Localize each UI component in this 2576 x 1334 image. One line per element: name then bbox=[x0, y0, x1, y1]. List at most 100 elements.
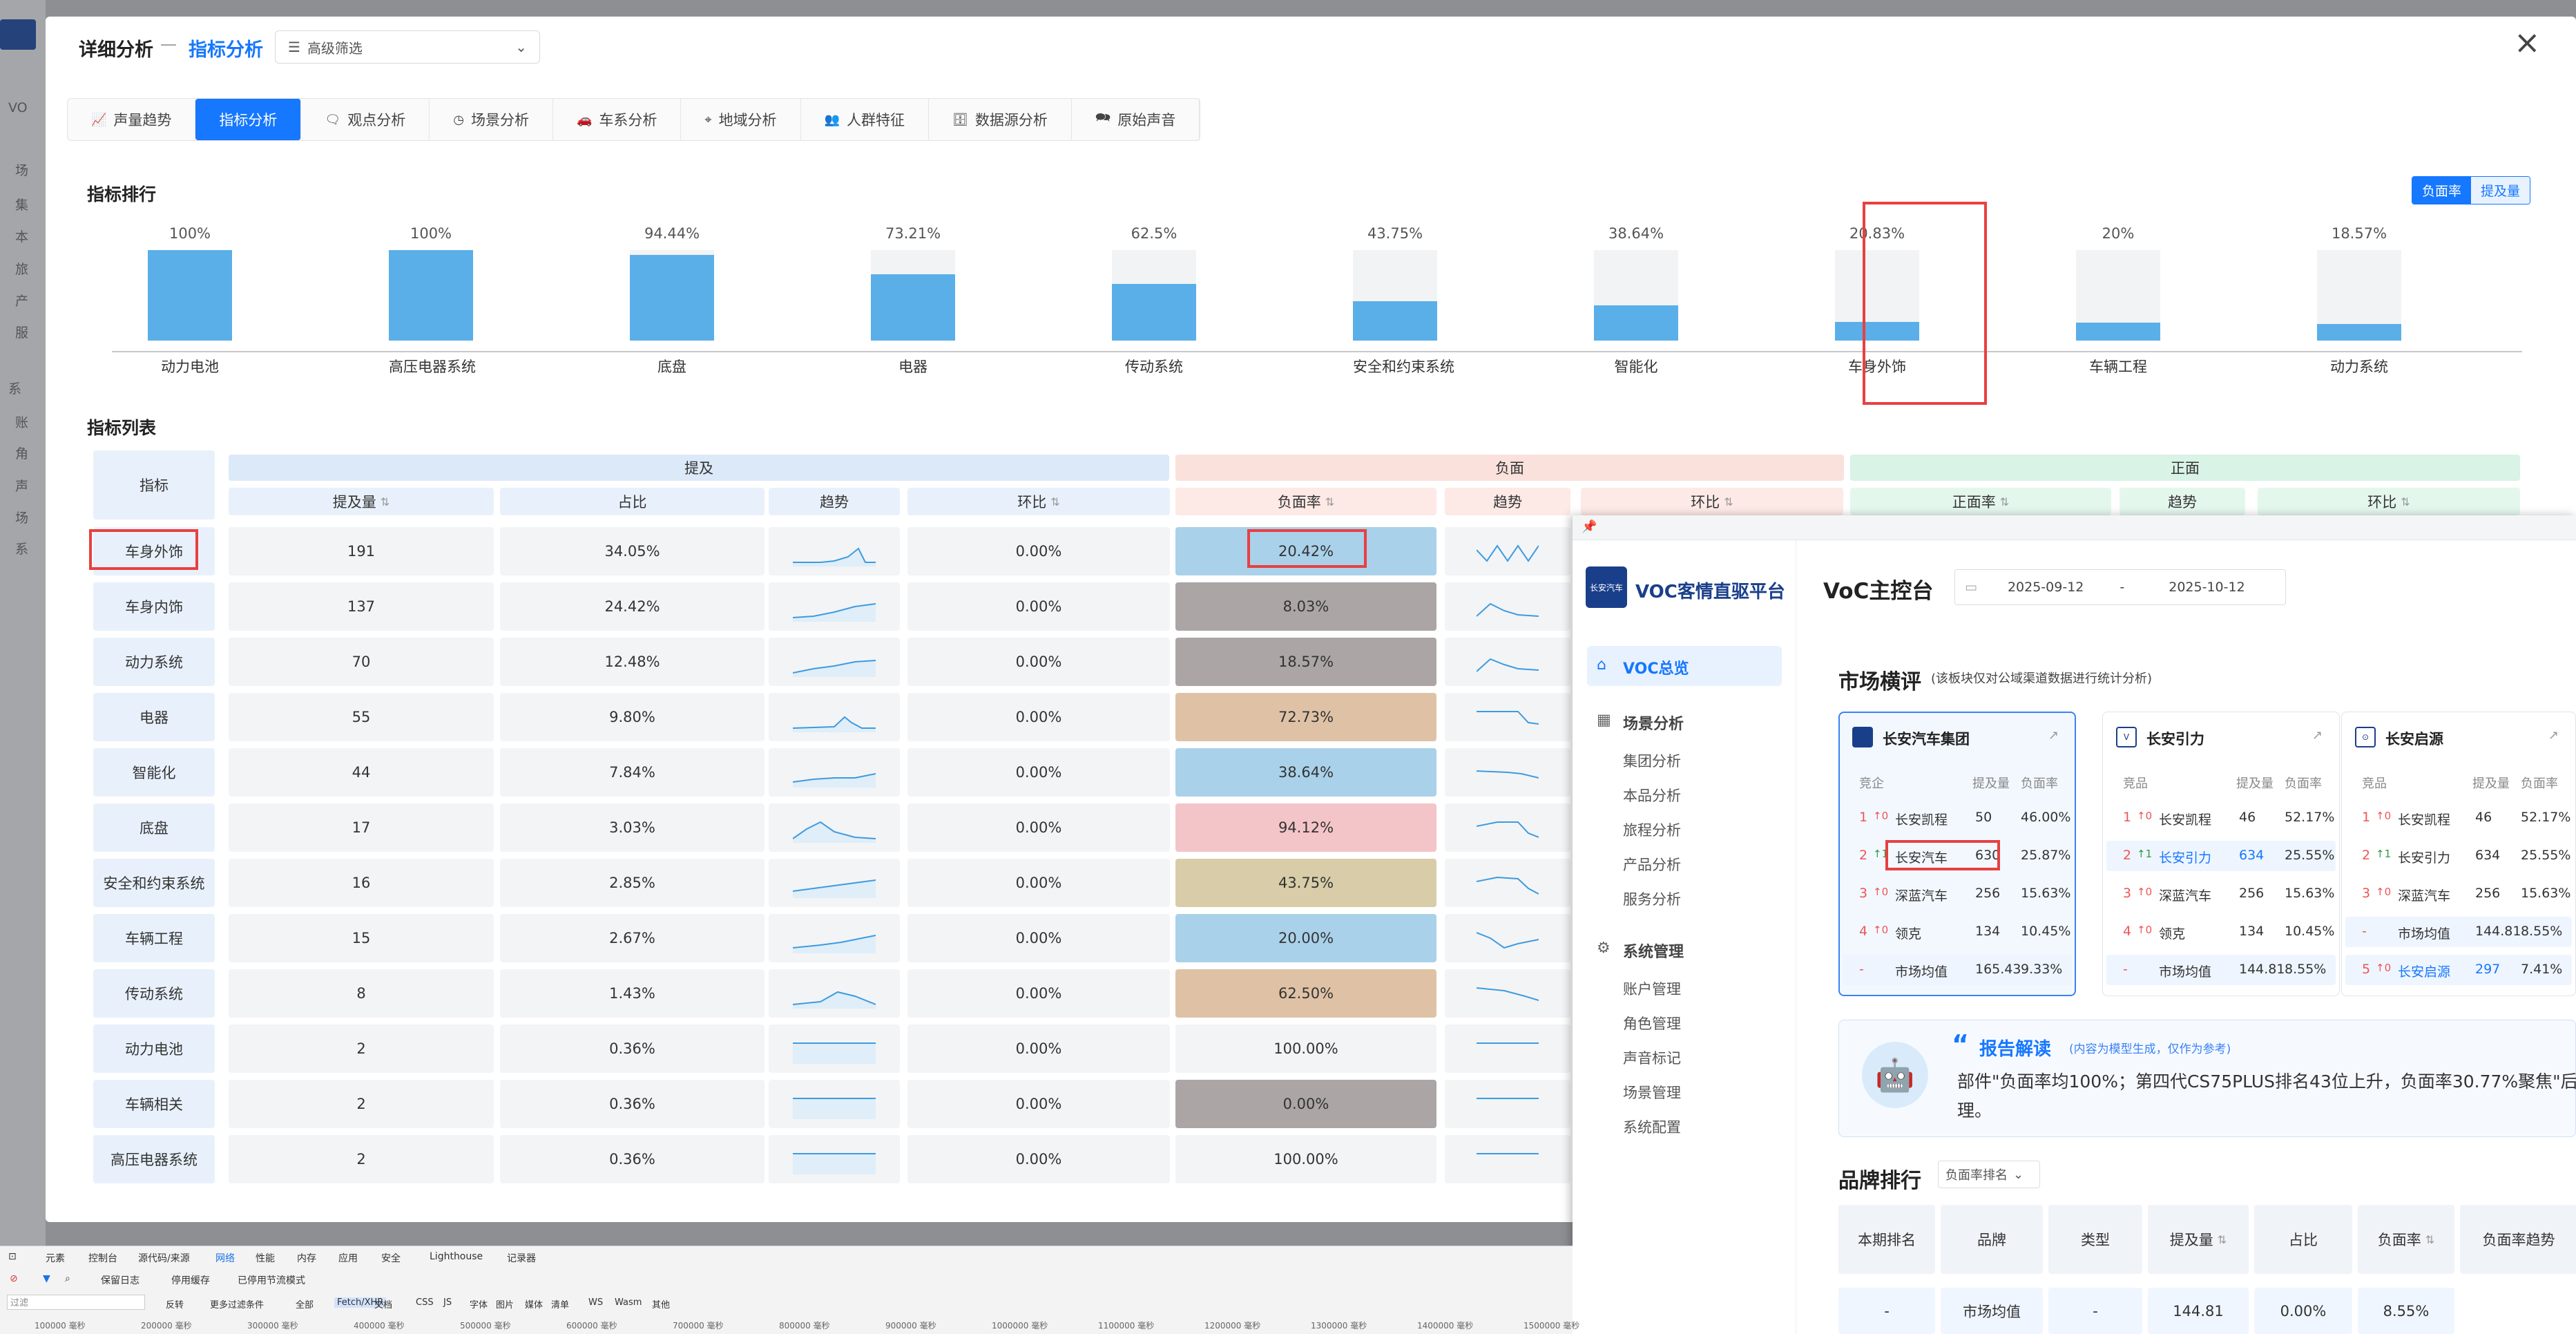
mention-mom: 0.00% bbox=[907, 803, 1170, 852]
devtools-tab[interactable]: 应用 bbox=[338, 1253, 358, 1264]
indicator-name[interactable]: 底盘 bbox=[93, 803, 215, 852]
brand-sort-select[interactable]: 负面率排名 ⌄ bbox=[1938, 1161, 2040, 1188]
submenu-item[interactable]: 账户管理 bbox=[1623, 981, 1681, 998]
toggle-negative-rate[interactable]: 负面率 bbox=[2412, 177, 2472, 204]
devtools-option[interactable]: 保留日志 bbox=[101, 1275, 140, 1286]
brand-col-header[interactable]: 品牌 bbox=[1941, 1205, 2043, 1274]
column-header[interactable]: 趋势 bbox=[769, 488, 900, 515]
card-row-name: 深蓝汽车 bbox=[1895, 888, 1948, 904]
indicator-name[interactable]: 智能化 bbox=[93, 748, 215, 797]
advanced-filter-select[interactable]: ☰ 高级筛选 ⌄ bbox=[275, 30, 540, 64]
filter-icon[interactable]: ▼ bbox=[43, 1273, 50, 1284]
submenu-item[interactable]: 服务分析 bbox=[1623, 891, 1681, 908]
tab-2[interactable]: 指标分析 bbox=[195, 99, 302, 140]
devtools-filter-option[interactable]: 图片 bbox=[496, 1300, 515, 1311]
devtools-tab[interactable]: 内存 bbox=[297, 1253, 316, 1264]
devtools-tab[interactable]: 元素 bbox=[46, 1253, 65, 1264]
brand-col-header[interactable]: 提及量 ⇅ bbox=[2148, 1205, 2249, 1274]
bar-category-label: 动力系统 bbox=[2330, 359, 2388, 375]
devtools-tab[interactable]: 控制台 bbox=[88, 1253, 117, 1264]
filter-input[interactable]: 过滤 bbox=[7, 1295, 145, 1310]
indicator-name[interactable]: 车辆工程 bbox=[93, 914, 215, 962]
submenu-item[interactable]: 场景管理 bbox=[1623, 1085, 1681, 1101]
timeline-tick: 1200000 毫秒 bbox=[1204, 1321, 1261, 1331]
pin-icon[interactable]: 📌 bbox=[1582, 520, 1597, 534]
devtools-tab[interactable]: 性能 bbox=[256, 1253, 275, 1264]
brand-col-header[interactable]: 负面率 ⇅ bbox=[2358, 1205, 2454, 1274]
column-header[interactable]: 环比 ⇅ bbox=[1581, 488, 1843, 515]
timeline-tick: 1500000 毫秒 bbox=[1524, 1321, 1580, 1331]
devtools-filter-option[interactable]: 字体 bbox=[470, 1300, 488, 1311]
indicator-name[interactable]: 动力电池 bbox=[93, 1025, 215, 1073]
devtools-filter-option[interactable]: 媒体 bbox=[525, 1300, 544, 1311]
record-stop-icon[interactable]: ⊘ bbox=[10, 1273, 18, 1284]
column-header[interactable]: 占比 bbox=[500, 488, 765, 515]
menu-scene[interactable]: 场景分析 bbox=[1623, 716, 1684, 733]
external-link-icon[interactable]: ↗ bbox=[2548, 728, 2559, 743]
search-icon[interactable]: ⌕ bbox=[65, 1273, 70, 1284]
devtools-tab[interactable]: 网络 bbox=[215, 1253, 235, 1264]
devtools-filter-option[interactable]: WS bbox=[588, 1297, 604, 1308]
column-header[interactable]: 环比 ⇅ bbox=[2258, 488, 2520, 515]
devtools-filter-option[interactable]: 更多过滤条件 bbox=[210, 1300, 265, 1311]
date-range-picker[interactable]: ▭ 2025-09-12 - 2025-10-12 bbox=[1954, 569, 2286, 605]
column-header[interactable]: 负面率 ⇅ bbox=[1175, 488, 1436, 515]
devtools-filter-option[interactable]: 全部 bbox=[296, 1300, 314, 1311]
toggle-mention-count[interactable]: 提及量 bbox=[2471, 177, 2530, 204]
devtools-option[interactable]: 停用缓存 bbox=[171, 1275, 210, 1286]
submenu-item[interactable]: 产品分析 bbox=[1623, 857, 1681, 873]
devtools-filter-option[interactable]: 反转 bbox=[166, 1300, 184, 1311]
submenu-item[interactable]: 本品分析 bbox=[1623, 788, 1681, 804]
market-card[interactable] bbox=[2341, 712, 2576, 996]
tab-1[interactable]: 📈 声量趋势 bbox=[68, 99, 196, 140]
indicator-name[interactable]: 传动系统 bbox=[93, 969, 215, 1018]
devtools-filter-option[interactable]: JS bbox=[443, 1297, 452, 1308]
submenu-item[interactable]: 集团分析 bbox=[1623, 753, 1681, 770]
tab-6[interactable]: ⌖ 地域分析 bbox=[681, 99, 801, 140]
submenu-item[interactable]: 旅程分析 bbox=[1623, 822, 1681, 839]
external-link-icon[interactable]: ↗ bbox=[2048, 728, 2059, 743]
brand-col-header[interactable]: 负面率趋势 bbox=[2460, 1205, 2576, 1274]
devtools-filter-option[interactable]: CSS bbox=[416, 1297, 434, 1308]
column-header[interactable]: 趋势 bbox=[2120, 488, 2245, 515]
devtools-tab[interactable]: 源代码/来源 bbox=[138, 1253, 190, 1264]
tab-9[interactable]: 🗪 原始声音 bbox=[1072, 99, 1200, 140]
devtools-filter-option[interactable]: 清单 bbox=[551, 1300, 570, 1311]
menu-overview[interactable]: VOC总览 bbox=[1623, 660, 1689, 678]
column-header[interactable]: 正面率 ⇅ bbox=[1850, 488, 2111, 515]
menu-overview-bg[interactable] bbox=[1587, 646, 1782, 686]
indicator-name[interactable]: 车身内饰 bbox=[93, 582, 215, 631]
indicator-name[interactable]: 安全和约束系统 bbox=[93, 859, 215, 907]
tab-4[interactable]: ◷ 场景分析 bbox=[430, 99, 553, 140]
indicator-name[interactable]: 动力系统 bbox=[93, 638, 215, 686]
market-card[interactable] bbox=[1838, 712, 2076, 996]
brand-col-header[interactable]: 本期排名 bbox=[1838, 1205, 1935, 1274]
submenu-item[interactable]: 系统配置 bbox=[1623, 1119, 1681, 1136]
close-icon[interactable]: × bbox=[2514, 23, 2541, 61]
devtools-filter-option[interactable]: Fetch/XHR bbox=[334, 1297, 387, 1308]
devtools-tab[interactable]: 记录器 bbox=[507, 1253, 536, 1264]
devtools-option[interactable]: 已停用节流模式 bbox=[238, 1275, 305, 1286]
devtools-tab[interactable]: 安全 bbox=[381, 1253, 401, 1264]
column-header[interactable]: 提及量 ⇅ bbox=[229, 488, 494, 515]
menu-system[interactable]: 系统管理 bbox=[1623, 944, 1684, 961]
devtools-filter-option[interactable]: 文档 bbox=[374, 1300, 393, 1311]
tab-5[interactable]: 🚗 车系分析 bbox=[553, 99, 682, 140]
brand-col-header[interactable]: 类型 bbox=[2048, 1205, 2142, 1274]
indicator-name[interactable]: 电器 bbox=[93, 693, 215, 741]
devtools-tab[interactable]: Lighthouse bbox=[430, 1251, 483, 1262]
brand-col-header[interactable]: 占比 bbox=[2254, 1205, 2352, 1274]
tab-8[interactable]: 🗄 数据源分析 bbox=[929, 99, 1072, 140]
devtools-filter-option[interactable]: Wasm bbox=[615, 1297, 642, 1308]
submenu-item[interactable]: 声音标记 bbox=[1623, 1050, 1681, 1067]
external-link-icon[interactable]: ↗ bbox=[2312, 728, 2323, 743]
indicator-name[interactable]: 车辆相关 bbox=[93, 1080, 215, 1128]
devtools-dock-icon[interactable]: ⊡ bbox=[8, 1251, 17, 1262]
column-header[interactable]: 环比 ⇅ bbox=[907, 488, 1170, 515]
submenu-item[interactable]: 角色管理 bbox=[1623, 1016, 1681, 1032]
tab-3[interactable]: 🗨 观点分析 bbox=[301, 99, 430, 140]
devtools-filter-option[interactable]: 其他 bbox=[652, 1300, 671, 1311]
column-header[interactable]: 趋势 bbox=[1445, 488, 1570, 515]
tab-7[interactable]: 👥 人群特征 bbox=[801, 99, 929, 140]
indicator-name[interactable]: 高压电器系统 bbox=[93, 1135, 215, 1183]
